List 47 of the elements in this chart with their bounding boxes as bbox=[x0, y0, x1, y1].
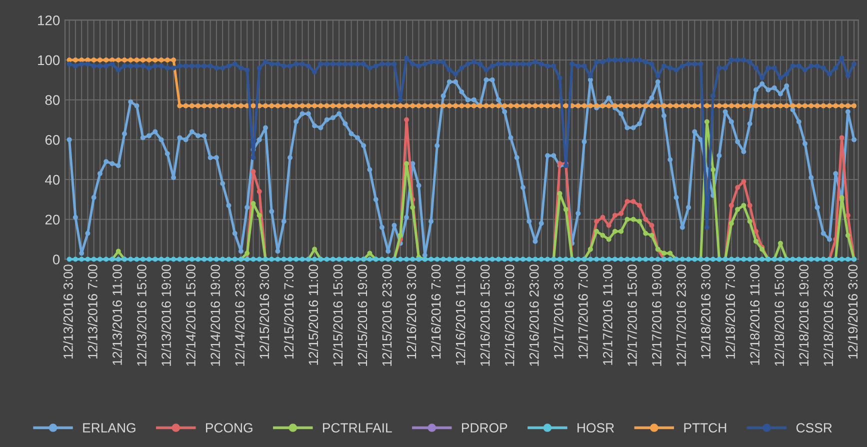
x-tick-label: 12/16/2016 19:00 bbox=[504, 264, 514, 366]
x-tick-label: 12/14/2016 23:00 bbox=[234, 264, 245, 366]
legend-label: ERLANG bbox=[83, 423, 136, 433]
x-tick-label: 12/16/2016 3:00 bbox=[406, 264, 416, 358]
x-tick-label: 12/17/2016 7:00 bbox=[578, 264, 588, 358]
x-tick-label: 12/16/2016 15:00 bbox=[480, 264, 490, 366]
x-tick-label: 12/13/2016 19:00 bbox=[161, 264, 171, 366]
x-tick-label: 12/15/2016 15:00 bbox=[332, 264, 343, 366]
x-tick-label: 12/13/2016 7:00 bbox=[88, 264, 98, 358]
x-tick-label: 12/17/2016 3:00 bbox=[554, 264, 564, 358]
x-tick-label: 12/18/2016 11:00 bbox=[750, 264, 760, 365]
x-tick-label: 12/19/2016 3:00 bbox=[848, 264, 858, 358]
x-tick-label: 12/13/2016 3:00 bbox=[63, 264, 73, 358]
x-tick-label: 12/14/2016 15:00 bbox=[186, 264, 196, 366]
x-tick-label: 12/15/2016 3:00 bbox=[259, 264, 270, 358]
y-tick-label: 40 bbox=[45, 174, 60, 185]
y-tick-label: 120 bbox=[38, 15, 60, 26]
legend-label: HOSR bbox=[578, 423, 614, 433]
x-tick-label: 12/15/2016 11:00 bbox=[308, 264, 318, 365]
x-tick-label: 12/13/2016 15:00 bbox=[136, 264, 146, 366]
x-tick-label: 12/18/2016 3:00 bbox=[700, 264, 710, 358]
legend-label: PCONG bbox=[206, 423, 252, 433]
x-tick-label: 12/18/2016 23:00 bbox=[823, 264, 834, 366]
x-tick-label: 12/18/2016 19:00 bbox=[798, 264, 809, 366]
x-tick-label: 12/18/2016 15:00 bbox=[774, 264, 784, 366]
x-tick-label: 12/15/2016 23:00 bbox=[382, 264, 392, 366]
legend-label: CSSR bbox=[796, 423, 832, 433]
y-tick-label: 60 bbox=[45, 135, 60, 145]
y-tick-label: 0 bbox=[52, 254, 60, 264]
x-tick-label: 12/16/2016 23:00 bbox=[529, 264, 539, 366]
x-tick-label: 12/17/2016 11:00 bbox=[602, 264, 612, 365]
y-tick-label: 80 bbox=[45, 95, 60, 105]
x-tick-label: 12/14/2016 19:00 bbox=[210, 264, 220, 366]
x-tick-label: 12/17/2016 23:00 bbox=[676, 264, 686, 366]
x-tick-label: 12/17/2016 19:00 bbox=[652, 264, 662, 366]
x-tick-label: 12/15/2016 19:00 bbox=[357, 264, 368, 366]
x-tick-label: 12/16/2016 7:00 bbox=[431, 264, 441, 358]
x-tick-label: 12/16/2016 11:00 bbox=[456, 264, 466, 365]
x-tick-label: 12/17/2016 15:00 bbox=[627, 264, 637, 366]
y-tick-label: 20 bbox=[45, 214, 60, 225]
x-tick-label: 12/15/2016 7:00 bbox=[284, 264, 294, 358]
x-tick-label: 12/18/2016 7:00 bbox=[725, 264, 735, 358]
legend-label: PCTRLFAIL bbox=[323, 423, 392, 433]
y-tick-label: 100 bbox=[38, 55, 60, 66]
legend-label: PTTCH bbox=[684, 423, 726, 433]
legend-label: PDROP bbox=[462, 423, 508, 433]
x-tick-label: 12/13/2016 11:00 bbox=[112, 264, 122, 365]
